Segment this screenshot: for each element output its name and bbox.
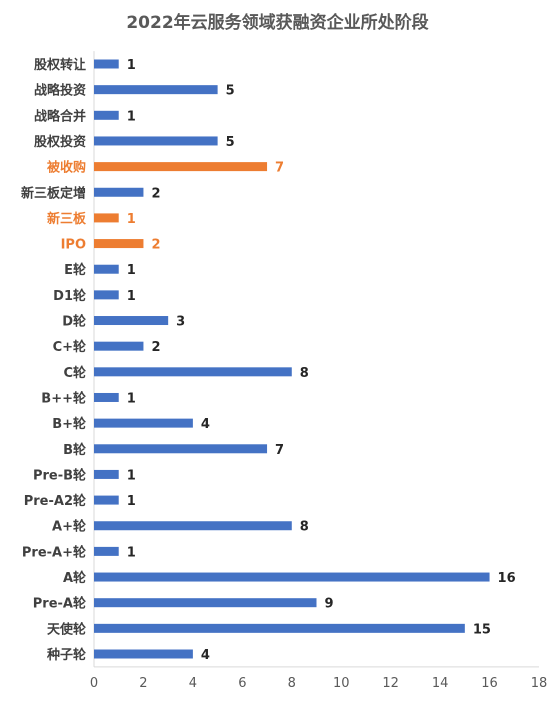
bar [94, 213, 119, 223]
data-label: 2 [151, 340, 160, 355]
bar [94, 290, 119, 300]
category-label: Pre-A轮 [33, 596, 86, 612]
data-label: 5 [226, 135, 235, 150]
bar [94, 649, 193, 659]
bar [94, 136, 218, 146]
bar [94, 239, 144, 249]
data-label: 2 [151, 186, 160, 201]
category-label: 新三板定增 [21, 185, 86, 201]
category-label: A+轮 [52, 519, 86, 535]
data-label: 1 [127, 494, 136, 509]
category-label: 种子轮 [46, 647, 86, 663]
category-label: B轮 [63, 442, 86, 458]
data-label: 8 [300, 366, 309, 381]
data-label: 1 [127, 289, 136, 304]
category-label: 股权投资 [34, 134, 86, 150]
x-tick-label: 10 [333, 676, 350, 691]
data-label: 1 [127, 58, 136, 73]
category-label: IPO [61, 238, 86, 253]
category-label: 股权转让 [34, 57, 86, 73]
x-tick-label: 6 [238, 676, 246, 691]
bar [94, 316, 169, 326]
bar [94, 264, 119, 274]
bar [94, 469, 119, 479]
x-tick-label: 0 [90, 676, 98, 691]
bar [94, 598, 317, 608]
bar [94, 546, 119, 556]
x-tick-label: 4 [189, 676, 197, 691]
x-tick-label: 14 [432, 676, 449, 691]
x-tick-label: 2 [139, 676, 147, 691]
category-label: B++轮 [41, 390, 86, 406]
category-label: 新三板 [47, 211, 87, 227]
data-label: 3 [176, 315, 185, 330]
x-tick-label: 16 [481, 676, 498, 691]
category-label: 战略合并 [34, 108, 86, 124]
data-label: 7 [275, 443, 284, 458]
bar [94, 444, 268, 454]
bar [94, 85, 218, 95]
data-label: 8 [300, 520, 309, 535]
category-label: Pre-B轮 [33, 467, 86, 483]
data-label: 4 [201, 648, 210, 663]
category-label: 被收购 [46, 160, 86, 176]
x-tick-label: 12 [382, 676, 399, 691]
bar [94, 392, 119, 402]
bar [94, 495, 119, 505]
data-label: 2 [151, 238, 160, 253]
bar [94, 521, 292, 531]
x-tick-label: 8 [288, 676, 296, 691]
category-label: A轮 [63, 570, 86, 586]
category-label: Pre-A+轮 [22, 544, 86, 560]
category-label: E轮 [64, 262, 86, 278]
data-label: 15 [473, 622, 491, 637]
category-label: B+轮 [52, 416, 86, 432]
data-label: 1 [127, 263, 136, 278]
bar [94, 187, 144, 197]
data-label: 5 [226, 84, 235, 99]
data-label: 1 [127, 468, 136, 483]
bar [94, 162, 268, 172]
category-label: Pre-A2轮 [24, 493, 86, 509]
category-label: D轮 [62, 314, 86, 330]
bar [94, 59, 119, 69]
data-label: 7 [275, 161, 284, 176]
data-label: 9 [325, 597, 334, 612]
bar [94, 418, 193, 428]
category-label: D1轮 [53, 288, 86, 304]
bar [94, 367, 292, 377]
category-label: 战略投资 [34, 83, 86, 99]
bar [94, 110, 119, 120]
category-label: 天使轮 [47, 621, 86, 637]
data-label: 1 [127, 212, 136, 227]
data-label: 1 [127, 109, 136, 124]
x-tick-label: 18 [531, 676, 548, 691]
category-label: C轮 [63, 365, 86, 381]
bar [94, 341, 144, 351]
chart-title: 2022年云服务领域获融资企业所处阶段 [126, 13, 429, 33]
bar [94, 572, 490, 582]
data-label: 1 [127, 545, 136, 560]
data-label: 1 [127, 391, 136, 406]
data-label: 4 [201, 417, 210, 432]
data-label: 16 [498, 571, 516, 586]
category-label: C+轮 [53, 339, 86, 355]
bar [94, 623, 465, 633]
